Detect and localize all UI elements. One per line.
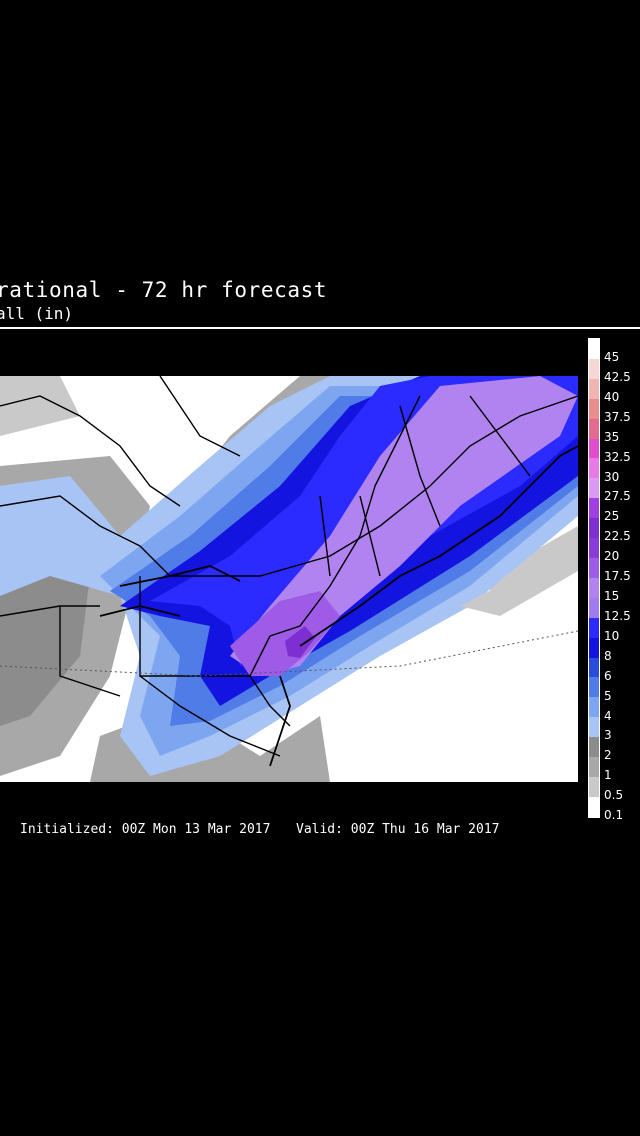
colorbar-label: 3 <box>604 728 612 743</box>
colorbar-segment <box>589 737 599 758</box>
initialized-time: Initialized: 00Z Mon 13 Mar 2017 <box>20 822 271 837</box>
colorbar-segment <box>589 677 599 698</box>
colorbar-label: 6 <box>604 668 612 683</box>
colorbar-segment <box>589 438 599 459</box>
colorbar-label: 4 <box>604 708 612 723</box>
colorbar-segment <box>589 398 599 419</box>
colorbar-label: 0.5 <box>604 788 624 803</box>
colorbar-segment <box>589 757 599 777</box>
colorbar-segment <box>589 538 599 558</box>
colorbar-label: 42.5 <box>604 369 631 384</box>
colorbar-segment <box>589 637 599 658</box>
colorbar-label: 35 <box>604 429 620 444</box>
colorbar-segment <box>589 657 599 678</box>
colorbar-label: 25 <box>604 509 620 524</box>
colorbar-label: 27.5 <box>604 489 631 504</box>
snow-area-grey-coastal <box>460 546 578 616</box>
colorbar-segment <box>589 577 599 598</box>
snow-area-15in <box>230 591 340 676</box>
colorbar-label: 8 <box>604 648 612 663</box>
colorbar-label: 32.5 <box>604 449 631 464</box>
valid-time: Valid: 00Z Thu 16 Mar 2017 <box>296 822 500 837</box>
colorbar-label: 40 <box>604 389 620 404</box>
colorbar-label: 10 <box>604 628 620 643</box>
latitude-line <box>0 630 578 677</box>
colorbar-label: 37.5 <box>604 409 631 424</box>
colorbar-segment <box>589 339 599 359</box>
colorbar-segment <box>589 796 599 817</box>
colorbar-segment <box>589 478 599 499</box>
colorbar-segment <box>589 776 599 797</box>
map-title: rational - 72 hr forecast <box>0 278 328 302</box>
colorbar-label: 45 <box>604 350 620 364</box>
colorbar-label: 0.1 <box>604 808 624 823</box>
colorbar-label: 20 <box>604 549 620 564</box>
colorbar-segment <box>589 518 599 539</box>
snowfall-map[interactable] <box>0 376 578 782</box>
colorbar-label: 15 <box>604 589 620 603</box>
colorbar <box>588 338 600 818</box>
colorbar-segment <box>589 697 599 718</box>
colorbar-segment <box>589 378 599 399</box>
colorbar-segment <box>589 358 599 379</box>
map-subtitle: all (in) <box>0 304 74 323</box>
colorbar-segment <box>589 557 599 578</box>
title-divider <box>0 327 640 329</box>
ocean-area <box>330 556 578 782</box>
colorbar-label: 5 <box>604 688 612 703</box>
colorbar-segment <box>589 597 599 618</box>
snow-area-20in <box>285 626 315 658</box>
colorbar-label: 2 <box>604 748 612 763</box>
colorbar-label: 22.5 <box>604 529 631 544</box>
state-borders <box>0 376 578 757</box>
colorbar-segment <box>589 617 599 638</box>
colorbar-segment <box>589 458 599 479</box>
colorbar-label: 1 <box>604 768 612 783</box>
map-canvas <box>0 376 578 782</box>
colorbar-label: 30 <box>604 469 620 484</box>
colorbar-label: 12.5 <box>604 608 631 623</box>
snow-area-low-nw <box>0 376 80 436</box>
colorbar-segment <box>589 717 599 738</box>
colorbar-label: 17.5 <box>604 569 631 584</box>
colorbar-segment <box>589 498 599 519</box>
colorbar-segment <box>589 418 599 439</box>
coastlines <box>99 445 578 767</box>
